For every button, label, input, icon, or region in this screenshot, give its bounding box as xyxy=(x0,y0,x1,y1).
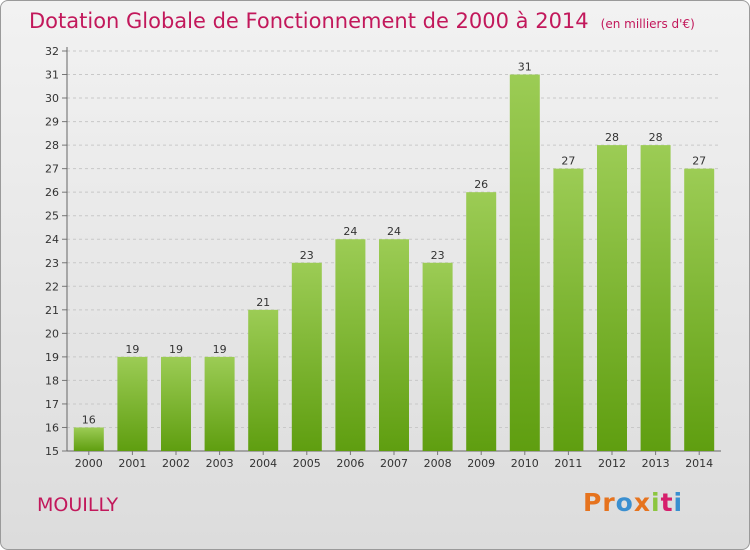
x-tick-label: 2013 xyxy=(642,457,670,470)
bar xyxy=(73,427,104,451)
x-tick-label: 2007 xyxy=(380,457,408,470)
x-tick-label: 2001 xyxy=(118,457,146,470)
y-tick-label: 22 xyxy=(45,280,59,293)
y-tick-label: 15 xyxy=(45,445,59,458)
logo-letter: P xyxy=(583,488,603,517)
x-tick-label: 2008 xyxy=(424,457,452,470)
bar xyxy=(509,74,540,451)
bar xyxy=(161,356,191,451)
logo-letter: t xyxy=(660,488,674,517)
x-tick-label: 2006 xyxy=(336,457,364,470)
data-label: 19 xyxy=(125,343,139,356)
bar xyxy=(640,145,671,451)
y-tick-label: 18 xyxy=(45,374,59,387)
y-tick-label: 23 xyxy=(45,257,59,270)
y-tick-label: 17 xyxy=(45,398,59,411)
x-tick-label: 2009 xyxy=(467,457,495,470)
data-label: 26 xyxy=(474,178,488,191)
bar xyxy=(422,262,453,451)
data-label: 23 xyxy=(300,249,314,262)
bar xyxy=(379,239,409,451)
bar xyxy=(291,262,322,451)
y-tick-label: 30 xyxy=(45,92,59,105)
proxiti-logo: Proxiti xyxy=(583,488,683,517)
data-label: 31 xyxy=(518,61,532,74)
logo-letter: i xyxy=(651,488,661,517)
bar xyxy=(204,356,235,451)
chart-subtitle: (en milliers d'€) xyxy=(600,17,695,31)
data-label: 24 xyxy=(387,225,401,238)
data-label: 24 xyxy=(343,225,357,238)
x-tick-label: 2003 xyxy=(206,457,234,470)
data-label: 21 xyxy=(256,296,270,309)
bar xyxy=(597,145,627,451)
bar xyxy=(117,356,148,451)
bar xyxy=(248,309,279,451)
y-tick-label: 24 xyxy=(45,233,59,246)
y-tick-label: 28 xyxy=(45,139,59,152)
y-tick-label: 29 xyxy=(45,116,59,129)
y-tick-label: 26 xyxy=(45,186,59,199)
chart-title: Dotation Globale de Fonctionnement de 20… xyxy=(29,9,695,33)
logo-letter: x xyxy=(633,488,651,517)
x-tick-label: 2014 xyxy=(685,457,713,470)
x-tick-label: 2004 xyxy=(249,457,277,470)
y-tick-label: 21 xyxy=(45,304,59,317)
x-tick-label: 2010 xyxy=(511,457,539,470)
logo-letter: r xyxy=(602,488,616,517)
y-tick-label: 27 xyxy=(45,163,59,176)
y-tick-label: 25 xyxy=(45,210,59,223)
y-tick-label: 32 xyxy=(45,45,59,58)
x-tick-label: 2012 xyxy=(598,457,626,470)
logo-letter: i xyxy=(673,488,684,517)
bar xyxy=(553,168,584,451)
data-label: 27 xyxy=(692,155,706,168)
bar xyxy=(684,168,715,451)
y-tick-label: 16 xyxy=(45,421,59,434)
bar xyxy=(335,239,366,451)
y-tick-label: 20 xyxy=(45,327,59,340)
data-label: 23 xyxy=(431,249,445,262)
bar xyxy=(466,192,497,452)
data-label: 19 xyxy=(213,343,227,356)
x-tick-label: 2005 xyxy=(293,457,321,470)
x-tick-label: 2002 xyxy=(162,457,190,470)
data-label: 16 xyxy=(82,413,96,426)
data-label: 19 xyxy=(169,343,183,356)
x-tick-label: 2011 xyxy=(554,457,582,470)
data-label: 27 xyxy=(561,155,575,168)
chart-title-text: Dotation Globale de Fonctionnement de 20… xyxy=(29,9,589,33)
x-tick-label: 2000 xyxy=(75,457,103,470)
data-label: 28 xyxy=(605,131,619,144)
commune-name: MOUILLY xyxy=(37,494,119,516)
logo-letter: o xyxy=(615,488,634,517)
y-tick-label: 19 xyxy=(45,351,59,364)
data-label: 28 xyxy=(649,131,663,144)
y-tick-label: 31 xyxy=(45,69,59,82)
